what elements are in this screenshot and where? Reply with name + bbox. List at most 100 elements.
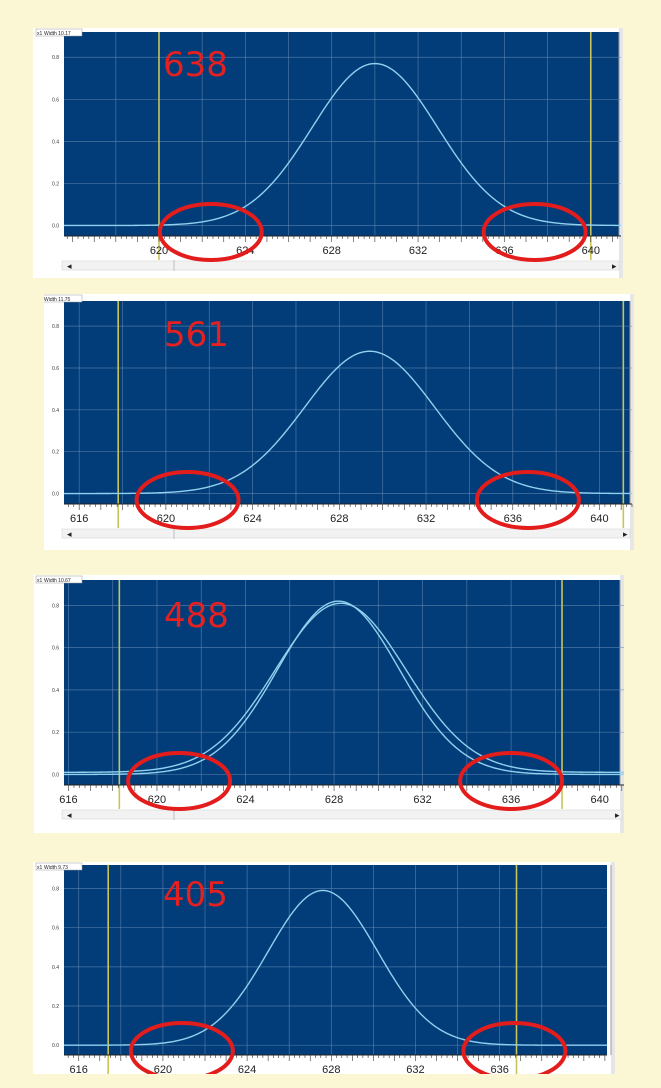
x-tick-label: 640: [590, 794, 608, 806]
highlight-circle: [481, 202, 588, 262]
x-tick-label: 632: [417, 513, 435, 525]
y-tick-label: 0.6: [52, 646, 59, 652]
x-axis-minor-ticks: [68, 504, 633, 510]
window-edge: [620, 575, 624, 833]
y-tick-label: 0.8: [52, 887, 59, 893]
x-tick-label: 624: [238, 1064, 256, 1074]
plot-area: [64, 580, 624, 785]
window-edge: [619, 28, 623, 278]
highlight-circle: [128, 1021, 235, 1074]
y-tick-label: 0.8: [52, 55, 59, 61]
width-readout: Width 11.75: [44, 297, 71, 303]
x-tick-label: 640: [590, 513, 608, 525]
width-readout: Width 10.67: [44, 578, 71, 584]
x-tick-label: 632: [409, 245, 427, 257]
y-tick-label: 0.0: [52, 1043, 59, 1049]
highlight-circle: [157, 202, 264, 262]
y-tick-label: 0.4: [52, 408, 59, 414]
x-tick-label: 616: [59, 794, 77, 806]
x-tick-label: 636: [490, 1064, 508, 1074]
panel-label: 638: [163, 45, 228, 85]
y-tick-label: 0.0: [52, 492, 59, 498]
width-readout-box: [35, 862, 83, 871]
y-tick-label: 0.2: [52, 1004, 59, 1010]
x-tick-label: 640: [582, 245, 600, 257]
y-unit-label: x1: [37, 31, 43, 37]
scroll-left-arrow-icon[interactable]: ◂: [67, 529, 72, 539]
y-tick-label: 0.2: [52, 450, 59, 456]
spectrum-curve-2: [64, 602, 624, 774]
width-readout: Width 9.73: [44, 865, 68, 871]
y-unit-label: x1: [37, 578, 43, 584]
y-tick-label: 0.4: [52, 965, 59, 971]
width-readout-box: [44, 294, 83, 303]
spectrum-curve-1: [64, 62, 622, 227]
y-tick-label: 0.2: [52, 730, 59, 736]
y-tick-label: 0.8: [52, 603, 59, 609]
width-readout-box: [35, 28, 83, 37]
y-tick-label: 0.2: [52, 181, 59, 187]
spectrum-curve-1: [64, 350, 632, 495]
scroll-right-arrow-icon[interactable]: ▸: [615, 810, 620, 820]
width-readout-box: [35, 575, 83, 584]
x-tick-label: 624: [236, 794, 254, 806]
width-readout: Width 10.17: [44, 31, 71, 37]
y-unit-label: x1: [37, 865, 43, 871]
x-tick-label: 636: [504, 513, 522, 525]
y-tick-label: 0.0: [52, 223, 59, 229]
horizontal-scrollbar[interactable]: [61, 809, 623, 820]
x-tick-label: 616: [70, 1064, 88, 1074]
scroll-right-arrow-icon[interactable]: ▸: [612, 261, 617, 271]
panel-405: 0.0 0.2 0.4 0.6 0.8 x1 Width 9.73 616 620 624 628 6…: [33, 862, 615, 1074]
grid: [64, 301, 632, 504]
x-tick-label: 624: [243, 513, 261, 525]
panel-488: 0.0 0.2 0.4 0.6 0.8 x1 Width 10.67 616 620 624 628…: [34, 575, 624, 833]
chart-405: 0.0 0.2 0.4 0.6 0.8 x1 Width 9.73 616 620 624 628 6…: [33, 862, 615, 1074]
scroll-left-arrow-icon[interactable]: ◂: [67, 261, 72, 271]
plot-area: [64, 301, 632, 504]
plot-area: [64, 865, 607, 1055]
y-tick-label: 0.4: [52, 139, 59, 145]
y-tick-label: 0.4: [52, 688, 59, 694]
window-edge: [611, 862, 615, 1074]
y-tick-label: 0.6: [52, 926, 59, 932]
y-tick-label: 0.8: [52, 324, 59, 330]
x-axis-minor-ticks: [68, 785, 623, 791]
y-tick-label: 0.0: [52, 772, 59, 778]
horizontal-scrollbar[interactable]: [61, 528, 631, 539]
x-axis-minor-ticks: [66, 236, 619, 242]
y-tick-label: 0.6: [52, 97, 59, 103]
plot-area: [64, 32, 621, 236]
spectrum-curve-1: [64, 600, 624, 776]
x-tick-label: 632: [413, 794, 431, 806]
highlight-circle: [461, 1021, 568, 1074]
x-tick-label: 632: [406, 1064, 424, 1074]
highlight-circle: [134, 470, 241, 530]
x-tick-label: 620: [150, 245, 168, 257]
scroll-left-arrow-icon[interactable]: ◂: [67, 810, 72, 820]
highlight-circle: [474, 470, 581, 530]
x-tick-label: 628: [330, 513, 348, 525]
window-edge: [630, 294, 634, 550]
scroll-right-arrow-icon[interactable]: ▸: [623, 529, 628, 539]
x-tick-label: 616: [70, 513, 88, 525]
x-tick-label: 620: [154, 1064, 172, 1074]
x-tick-label: 628: [323, 245, 341, 257]
horizontal-scrollbar[interactable]: [61, 260, 620, 271]
panel-638: 0.0 0.2 0.4 0.6 0.8 x1 Width 10.17 620 624 628 632…: [33, 28, 623, 278]
highlight-circle: [458, 751, 565, 811]
panel-label: 488: [164, 596, 229, 636]
x-tick-label: 628: [325, 794, 343, 806]
grid: [64, 580, 624, 785]
panel-label: 561: [164, 315, 229, 355]
x-tick-label: 628: [322, 1064, 340, 1074]
spectrum-curve-1: [64, 889, 607, 1046]
x-tick-label: 636: [502, 794, 520, 806]
x-axis-minor-ticks: [67, 1055, 606, 1061]
panel-label: 405: [163, 875, 228, 915]
